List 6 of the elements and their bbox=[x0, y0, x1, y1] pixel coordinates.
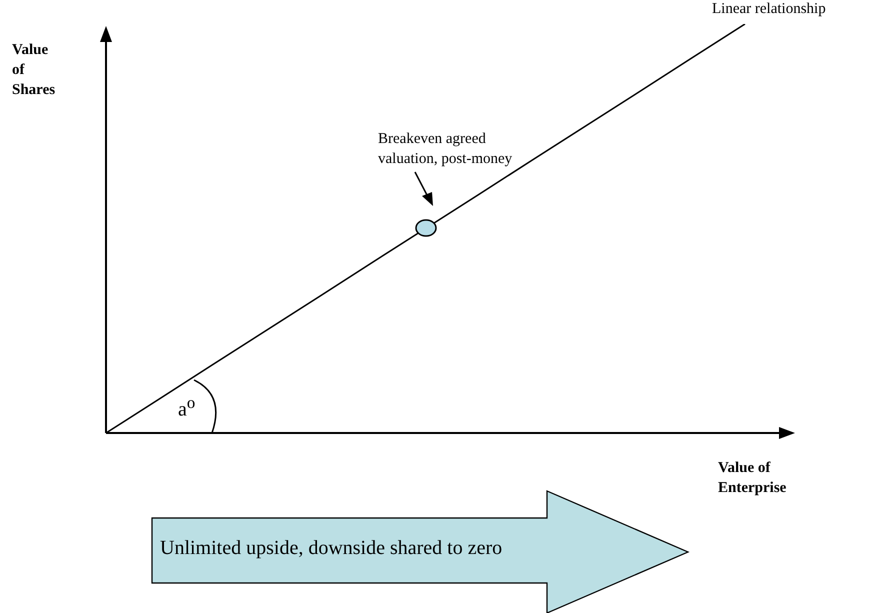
y-axis-title: Value of Shares bbox=[12, 41, 56, 100]
text: Linear relationship bbox=[712, 0, 827, 19]
text: Unlimited upside, downside shared to zero bbox=[160, 536, 504, 561]
annotation: Breakeven agreed valuation, post-money bbox=[378, 130, 514, 168]
annotation: a$^{o}$ bbox=[178, 392, 196, 423]
x-axis-title: Value of Enterprise bbox=[718, 459, 788, 498]
